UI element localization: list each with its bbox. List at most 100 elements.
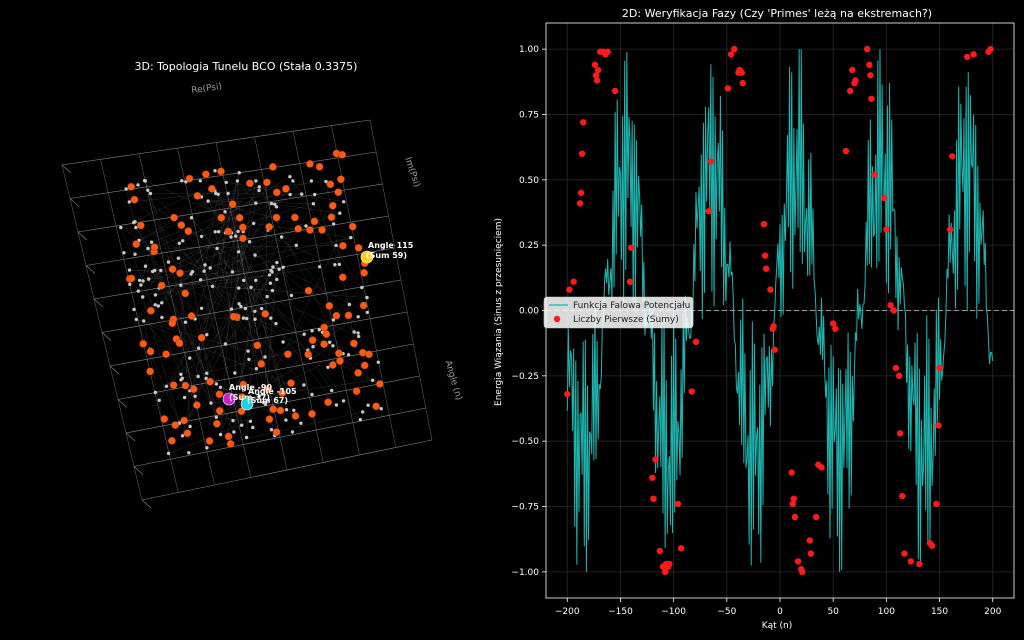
grid3d-tick <box>101 332 112 341</box>
prime-node-point <box>354 369 362 377</box>
network-edge <box>208 200 314 204</box>
prime-node-point <box>168 265 177 274</box>
node-point <box>151 269 155 274</box>
prime-node-point <box>157 281 166 290</box>
x-tick-label: 100 <box>878 607 895 617</box>
scatter-point-prime <box>883 226 890 233</box>
network-edge <box>245 308 275 436</box>
network-edge <box>120 227 183 379</box>
prime-node-point <box>237 407 246 416</box>
legend-label-wave: Funkcja Falowa Potencjału <box>573 301 690 311</box>
network-edge <box>220 172 240 435</box>
network-edge <box>259 186 344 354</box>
scatter-point-prime <box>818 464 825 471</box>
node-point <box>331 318 336 322</box>
prime-node-point <box>169 381 178 390</box>
node-point <box>235 179 240 183</box>
network-edge <box>203 194 219 272</box>
prime-node-point <box>239 234 247 243</box>
scatter-point-prime <box>577 189 585 197</box>
prime-node-point <box>150 243 159 252</box>
node-point <box>139 283 143 287</box>
node-point <box>179 283 183 287</box>
node-point <box>214 415 218 419</box>
scatter-point-prime <box>666 560 673 568</box>
network-edge <box>120 172 240 228</box>
scatter-point-prime <box>871 171 878 178</box>
prime-node-point <box>375 380 384 388</box>
node-point <box>334 403 339 407</box>
series-line-wave-function <box>566 49 994 572</box>
node-point <box>153 303 157 307</box>
node-point <box>213 169 217 173</box>
annotation-angle-minus-90-line1: Angle -90 <box>229 383 272 392</box>
node-point <box>331 222 336 226</box>
node-point <box>270 288 275 293</box>
network-edge <box>194 203 314 397</box>
node-point <box>223 342 228 346</box>
node-point <box>309 179 314 183</box>
prime-node-point <box>185 174 194 183</box>
prime-node-point <box>215 390 224 399</box>
node-point <box>198 278 203 282</box>
node-point <box>338 211 342 215</box>
node-point <box>180 434 185 438</box>
prime-node-point <box>208 184 216 193</box>
grid3d-tick <box>109 365 120 375</box>
prime-node-point <box>171 421 180 429</box>
node-point <box>370 378 375 382</box>
scatter-point-prime <box>688 388 695 395</box>
prime-node-point <box>269 163 277 171</box>
network-edge <box>289 176 368 298</box>
node-point <box>181 239 185 243</box>
network-edge <box>200 267 284 280</box>
prime-node-point <box>272 213 281 222</box>
scatter-point-prime <box>578 150 586 157</box>
node-point <box>376 360 380 364</box>
node-point <box>358 418 362 422</box>
prime-node-point <box>315 162 324 171</box>
node-point <box>253 317 257 321</box>
node-point <box>153 390 158 395</box>
node-point <box>313 192 317 197</box>
network-edge <box>159 203 272 401</box>
prime-node-point <box>253 341 262 350</box>
scatter-point-prime <box>892 364 900 372</box>
node-point <box>196 374 200 379</box>
scatter-point-prime <box>626 278 634 285</box>
network-edge <box>220 269 280 435</box>
prime-node-point <box>304 350 313 359</box>
prime-node-point <box>168 436 176 445</box>
scatter-point-prime <box>788 469 795 476</box>
scatter-point-prime <box>674 500 682 508</box>
node-point <box>326 365 330 369</box>
prime-node-point <box>328 201 337 210</box>
network-edge <box>235 236 252 288</box>
node-point <box>236 229 240 234</box>
network-edge <box>145 266 250 360</box>
scatter-point-prime <box>604 48 611 55</box>
network-edge <box>238 287 273 291</box>
node-point <box>243 306 248 311</box>
prime-node-point <box>338 273 347 282</box>
node-point <box>229 235 233 239</box>
scatter-point-prime <box>933 500 940 508</box>
node-point <box>231 418 235 423</box>
node-point <box>349 235 353 240</box>
prime-node-point <box>304 286 313 295</box>
prime-node-point <box>310 217 319 226</box>
node-point <box>379 407 383 411</box>
prime-node-point <box>320 340 328 349</box>
node-point <box>205 446 209 450</box>
prime-node-point <box>265 415 274 424</box>
node-point <box>260 306 264 311</box>
node-point <box>254 179 258 183</box>
prime-node-point <box>217 213 226 222</box>
node-point <box>143 264 148 268</box>
scatter-point-prime <box>935 422 942 429</box>
annotation-angle-115-line2: (Sum 59) <box>366 251 407 260</box>
node-point <box>291 179 295 183</box>
prime-node-point <box>291 213 299 222</box>
annotation-angle-minus-105-line2: (Sum 67) <box>247 396 288 405</box>
